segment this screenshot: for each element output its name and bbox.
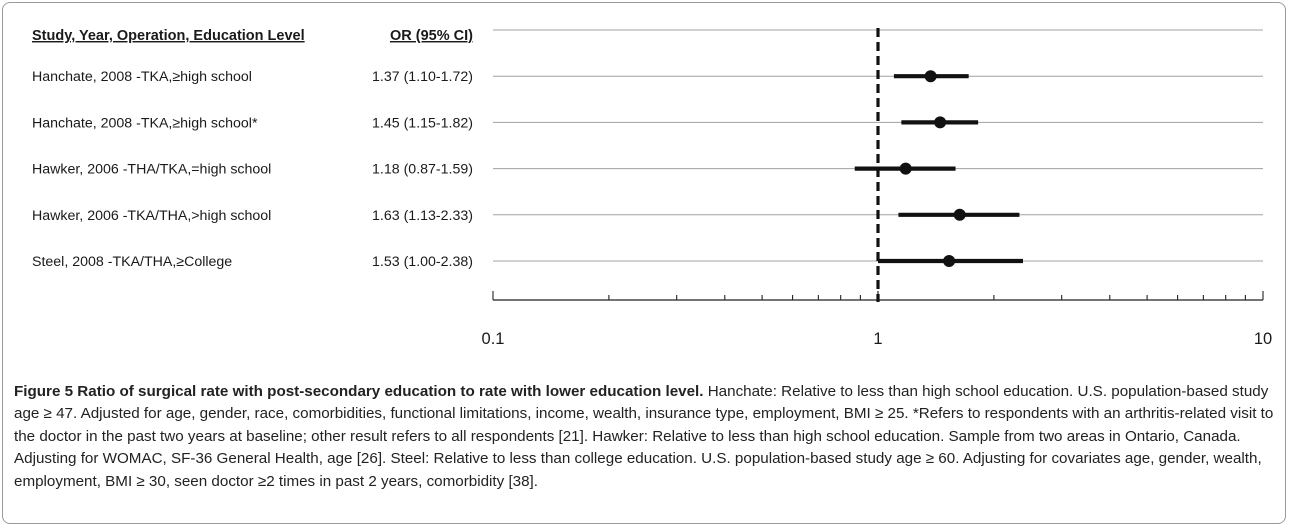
header-or: OR (95% CI) [390,28,473,44]
or-ci-label: 1.18 (0.87-1.59) [372,162,473,178]
or-ci-label: 1.63 (1.13-2.33) [372,208,473,224]
study-label: Hanchate, 2008 -TKA,≥high school* [32,115,258,131]
point-estimate [943,255,956,267]
caption-body: Hanchate: Relative to less than high sch… [14,383,1274,490]
point-estimate [953,208,966,221]
x-tick-label: 10 [1254,330,1272,348]
x-tick-label: 0.1 [482,330,505,348]
forest-plot: Study, Year, Operation, Education Level … [32,28,1272,348]
or-ci-label: 1.53 (1.00-2.38) [372,254,473,270]
study-label: Steel, 2008 -TKA/THA,≥College [32,254,232,270]
point-estimate [934,116,947,129]
or-ci-label: 1.45 (1.15-1.82) [372,115,473,131]
study-label: Hawker, 2006 -THA/TKA,=high school [32,162,271,178]
or-ci-label: 1.37 (1.10-1.72) [372,69,473,85]
point-estimate [924,70,937,83]
header-study: Study, Year, Operation, Education Level [32,28,305,44]
figure-caption: Figure 5 Ratio of surgical rate with pos… [14,381,1276,493]
study-label: Hanchate, 2008 -TKA,≥high school [32,69,252,85]
point-estimate [899,162,912,175]
study-label: Hawker, 2006 -TKA/THA,>high school [32,208,271,224]
caption-title: Figure 5 Ratio of surgical rate with pos… [14,383,704,400]
x-tick-label: 1 [873,330,882,348]
